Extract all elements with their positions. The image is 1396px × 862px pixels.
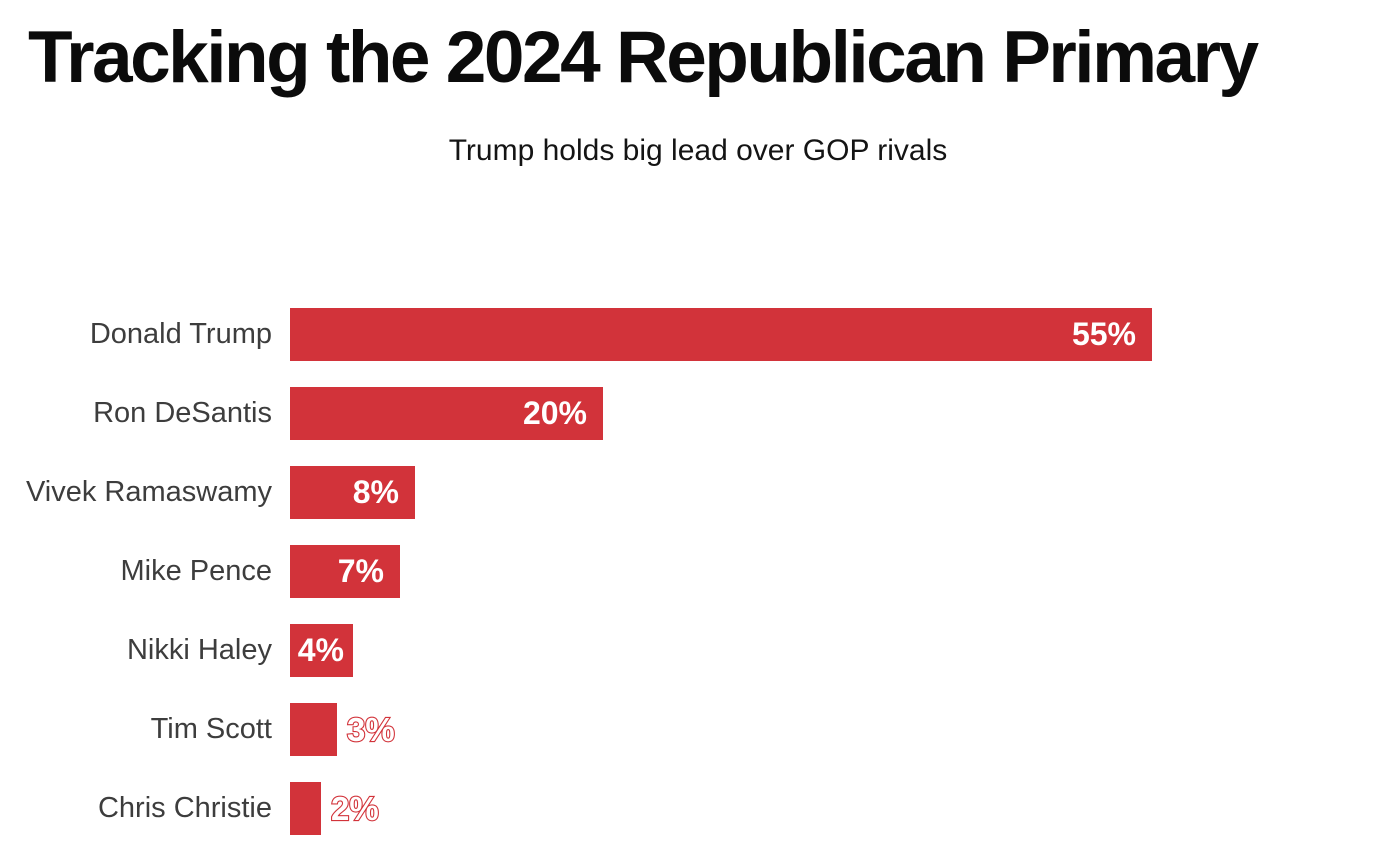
chart-row: Tim Scott 3% — [0, 703, 1396, 756]
chart-row: Chris Christie 2% — [0, 782, 1396, 835]
bar-track: 4% — [290, 624, 1396, 677]
candidate-label: Mike Pence — [120, 555, 272, 587]
value-label-inside: 8% — [352, 474, 399, 510]
bar — [290, 782, 321, 835]
bar: 55% — [290, 308, 1152, 361]
bar-track: 55% — [290, 308, 1396, 361]
chart-row: Ron DeSantis 20% — [0, 387, 1396, 440]
chart-row: Vivek Ramaswamy 8% — [0, 466, 1396, 519]
bar-track: 20% — [290, 387, 1396, 440]
bar-track: 3% — [290, 703, 1396, 756]
candidate-label: Vivek Ramaswamy — [25, 476, 272, 508]
candidate-label: Ron DeSantis — [93, 397, 272, 429]
value-label-inside: 55% — [1071, 316, 1136, 352]
value-label-outside: 3% — [346, 709, 396, 748]
value-label-outside: 2% — [330, 788, 380, 827]
bar-track: 7% — [290, 545, 1396, 598]
candidate-label: Nikki Haley — [126, 634, 272, 666]
candidate-label: Tim Scott — [150, 713, 272, 745]
bar: 7% — [290, 545, 400, 598]
bar: 20% — [290, 387, 603, 440]
bar — [290, 703, 337, 756]
value-label-inside: 20% — [522, 395, 587, 431]
bar-track: 2% — [290, 782, 1396, 835]
page-subtitle: Trump holds big lead over GOP rivals — [448, 134, 948, 167]
bar: 4% — [290, 624, 353, 677]
candidate-label: Donald Trump — [89, 318, 272, 350]
page-title: Tracking the 2024 Republican Primary — [28, 17, 1259, 98]
value-label-inside: 7% — [337, 553, 384, 589]
chart-row: Donald Trump 55% — [0, 308, 1396, 361]
bar-track: 8% — [290, 466, 1396, 519]
value-label-inside: 4% — [297, 632, 344, 668]
candidate-label: Chris Christie — [97, 792, 272, 824]
bar: 8% — [290, 466, 415, 519]
chart-row: Mike Pence 7% — [0, 545, 1396, 598]
bar-chart: Donald Trump 55% Ron DeSantis 20% Vivek Rama… — [0, 308, 1396, 861]
chart-row: Nikki Haley 4% — [0, 624, 1396, 677]
